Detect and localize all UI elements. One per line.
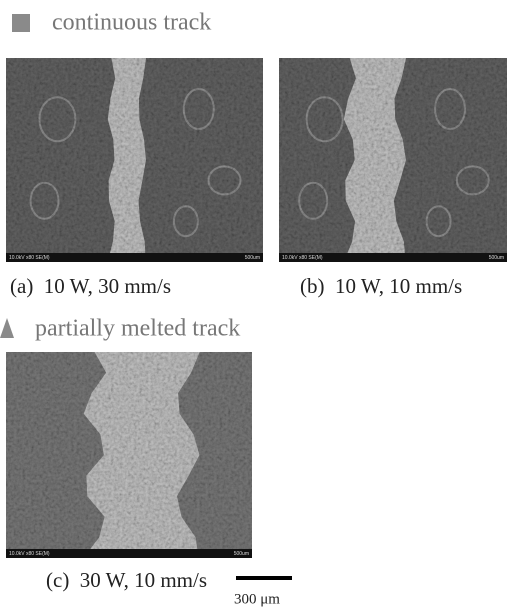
sem-info: 10.0kV x80 SE(M) — [282, 255, 323, 261]
panel-caption: (a) 10 W, 30 mm/s — [10, 274, 171, 298]
sem-info: 10.0kV x80 SE(M) — [9, 255, 50, 261]
legend-label: partially melted track — [35, 316, 240, 342]
sem-image — [6, 352, 252, 558]
panel-caption: (c) 30 W, 10 mm/s — [46, 568, 207, 592]
scale-bar-label: 300 μm — [234, 591, 280, 607]
sem-image — [6, 58, 263, 262]
figure: continuous track partially melted track … — [0, 0, 513, 608]
panel-caption: (b) 10 W, 10 mm/s — [300, 274, 462, 298]
sem-info: 10.0kV x80 SE(M) — [9, 551, 50, 557]
triangle-marker — [0, 318, 14, 338]
sem-scale: 500um — [489, 255, 504, 261]
sem-scale: 500um — [245, 255, 260, 261]
legend-label: continuous track — [52, 10, 211, 36]
sem-scale: 500um — [234, 551, 249, 557]
square-marker — [12, 14, 30, 32]
sem-image — [279, 58, 507, 262]
